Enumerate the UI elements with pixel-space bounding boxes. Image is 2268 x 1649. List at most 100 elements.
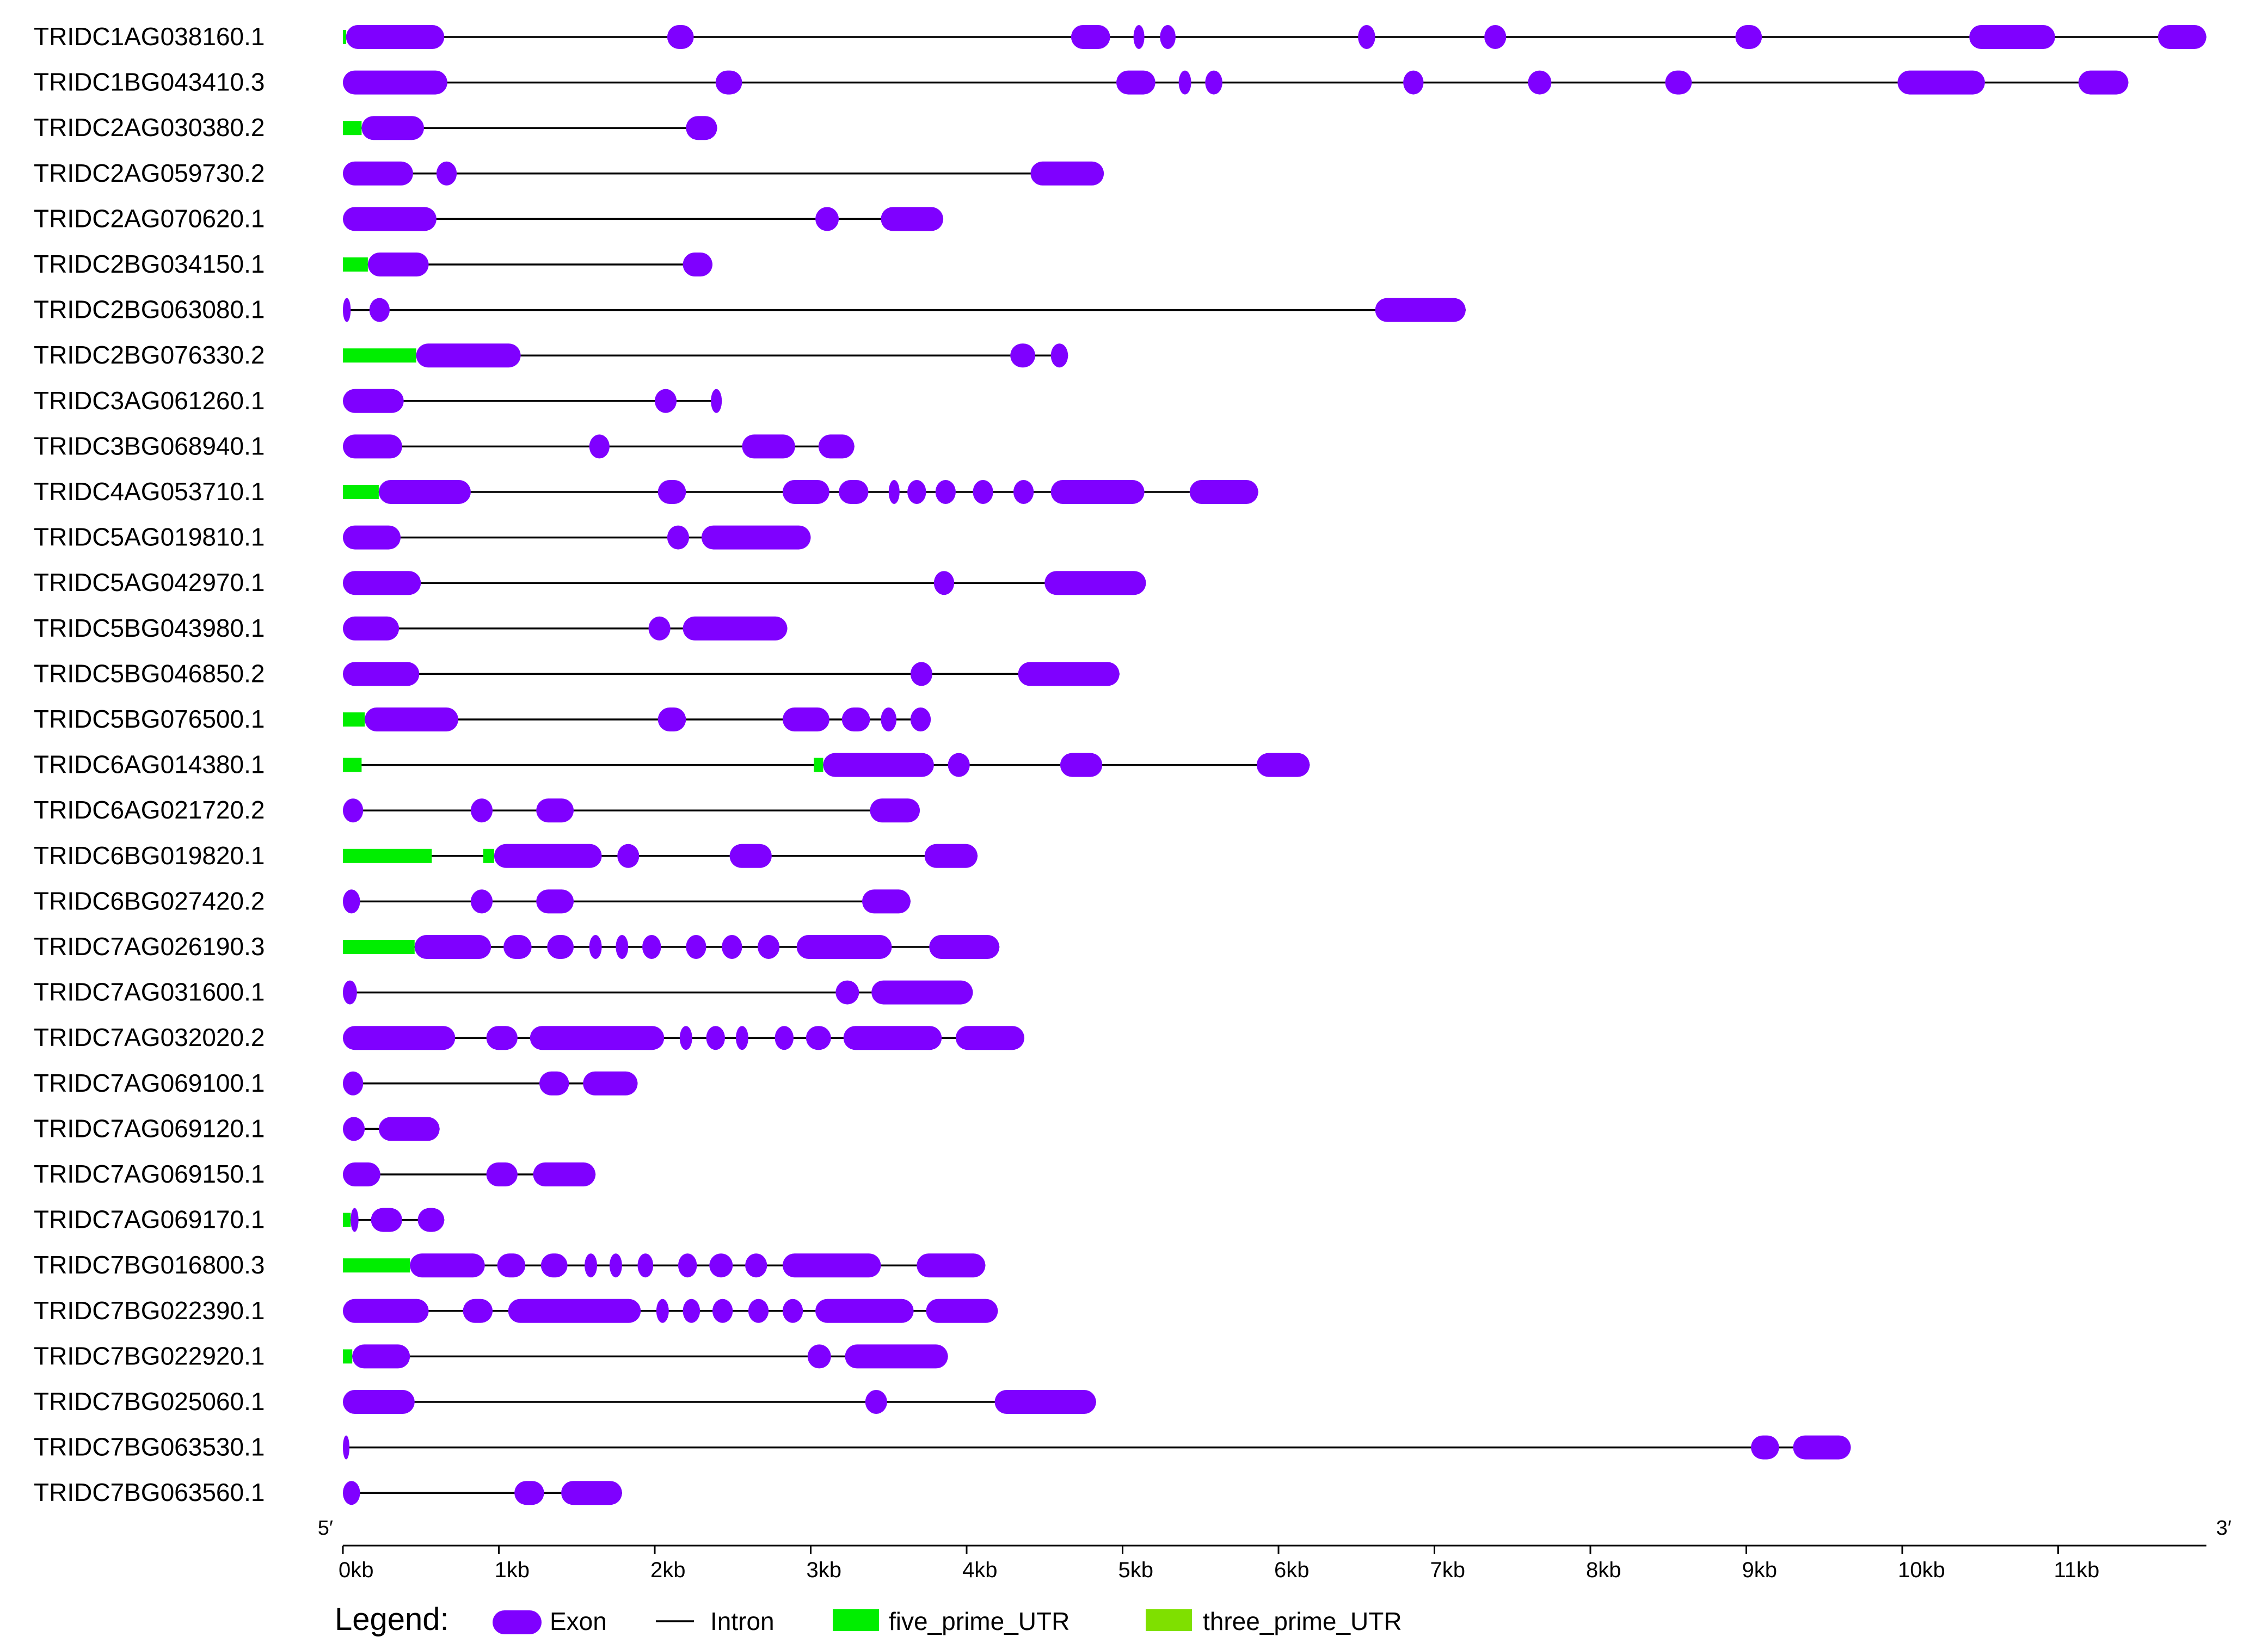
exon bbox=[367, 253, 429, 276]
exon bbox=[1189, 480, 1258, 504]
legend-title: Legend: bbox=[335, 1602, 449, 1637]
gene-name-label: TRIDC5BG076500.1 bbox=[34, 705, 265, 733]
exon bbox=[709, 1253, 733, 1278]
gene-name-label: TRIDC4AG053710.1 bbox=[34, 477, 265, 506]
gene-row: TRIDC7BG063560.1 bbox=[34, 1478, 622, 1506]
exon bbox=[343, 1117, 365, 1141]
exon bbox=[616, 935, 629, 959]
exon bbox=[657, 480, 686, 504]
exon bbox=[706, 1026, 725, 1050]
exon bbox=[683, 616, 788, 641]
exon bbox=[417, 1208, 445, 1232]
gene-row: TRIDC7BG022920.1 bbox=[34, 1342, 948, 1370]
gene-row: TRIDC6BG027420.2 bbox=[34, 887, 911, 915]
exon bbox=[343, 571, 421, 595]
exon bbox=[583, 1071, 638, 1096]
exon bbox=[1256, 753, 1310, 777]
exon bbox=[815, 207, 839, 231]
gene-name-label: TRIDC2BG076330.2 bbox=[34, 341, 265, 369]
exon bbox=[540, 1253, 568, 1278]
gene-name-label: TRIDC7BG022390.1 bbox=[34, 1296, 265, 1325]
gene-row: TRIDC5AG019810.1 bbox=[34, 523, 811, 551]
exon bbox=[722, 935, 742, 959]
exon bbox=[343, 389, 404, 413]
five-prime-utr bbox=[343, 758, 362, 772]
five-prime-utr bbox=[343, 1213, 351, 1227]
exon bbox=[1050, 480, 1145, 504]
gene-row: TRIDC7BG016800.3 bbox=[34, 1251, 986, 1279]
exon bbox=[369, 298, 390, 322]
exon bbox=[758, 935, 780, 959]
exon bbox=[371, 1208, 402, 1232]
exon bbox=[343, 980, 357, 1005]
x-tick-label: 9kb bbox=[1742, 1558, 1778, 1582]
legend-five_prime_UTR-swatch bbox=[833, 1609, 879, 1631]
exon bbox=[796, 935, 892, 959]
exon bbox=[701, 525, 811, 550]
exon bbox=[775, 1026, 794, 1050]
exon bbox=[637, 1253, 654, 1278]
exon bbox=[1060, 753, 1103, 777]
exon bbox=[667, 525, 690, 550]
gene-name-label: TRIDC2AG059730.2 bbox=[34, 159, 265, 187]
exon bbox=[561, 1481, 622, 1505]
exon bbox=[539, 1071, 569, 1096]
exon bbox=[547, 935, 574, 959]
exon bbox=[343, 662, 420, 686]
gene-row: TRIDC7BG022390.1 bbox=[34, 1296, 998, 1325]
exon bbox=[343, 798, 364, 823]
five-prime-utr bbox=[483, 848, 494, 863]
exon bbox=[642, 935, 661, 959]
exon bbox=[742, 434, 795, 459]
x-tick-label: 6kb bbox=[1274, 1558, 1310, 1582]
exon bbox=[1528, 70, 1552, 95]
five-prime-utr bbox=[343, 1349, 353, 1364]
exon bbox=[343, 1162, 380, 1186]
exon bbox=[843, 1026, 942, 1050]
gene-name-label: TRIDC6BG019820.1 bbox=[34, 841, 265, 870]
x-tick-label: 0kb bbox=[339, 1558, 374, 1582]
legend-label: three_prime_UTR bbox=[1203, 1607, 1402, 1635]
gene-row: TRIDC7BG063530.1 bbox=[34, 1433, 1851, 1461]
gene-name-label: TRIDC3AG061260.1 bbox=[34, 386, 265, 415]
exon bbox=[881, 207, 944, 231]
gene-name-label: TRIDC7AG069170.1 bbox=[34, 1205, 265, 1234]
exon bbox=[862, 889, 911, 914]
exon bbox=[841, 707, 870, 731]
exon bbox=[667, 25, 694, 49]
gene-name-label: TRIDC6AG014380.1 bbox=[34, 750, 265, 779]
exon bbox=[533, 1162, 596, 1186]
exon bbox=[955, 1026, 1025, 1050]
exon bbox=[343, 1390, 415, 1414]
exon bbox=[782, 480, 829, 504]
legend-three_prime_UTR-swatch bbox=[1146, 1609, 1192, 1631]
gene-row: TRIDC1BG043410.3 bbox=[34, 68, 2129, 96]
exon bbox=[343, 889, 360, 914]
exon bbox=[343, 525, 401, 550]
gene-row: TRIDC2BG034150.1 bbox=[34, 250, 713, 278]
x-tick-label: 5kb bbox=[1118, 1558, 1154, 1582]
exon bbox=[609, 1253, 622, 1278]
exon bbox=[935, 480, 956, 504]
legend-item-intron: Intron bbox=[656, 1607, 775, 1635]
gene-name-label: TRIDC6BG027420.2 bbox=[34, 887, 265, 915]
exon bbox=[929, 935, 1000, 959]
five-prime-utr bbox=[343, 940, 415, 954]
x-tick-label: 4kb bbox=[962, 1558, 998, 1582]
gene-row: TRIDC2BG063080.1 bbox=[34, 296, 1466, 324]
exon bbox=[888, 480, 900, 504]
exon bbox=[1484, 25, 1507, 49]
exon bbox=[436, 161, 457, 186]
exon bbox=[1969, 25, 2055, 49]
exon bbox=[807, 1344, 831, 1369]
exon bbox=[839, 480, 869, 504]
exon bbox=[823, 753, 934, 777]
exon bbox=[910, 662, 932, 686]
exon bbox=[585, 1253, 597, 1278]
exon bbox=[343, 1071, 364, 1096]
exon bbox=[503, 935, 532, 959]
exon bbox=[536, 889, 574, 914]
exon bbox=[1751, 1435, 1779, 1460]
exon bbox=[1665, 70, 1692, 95]
gene-row: TRIDC2AG070620.1 bbox=[34, 204, 944, 232]
